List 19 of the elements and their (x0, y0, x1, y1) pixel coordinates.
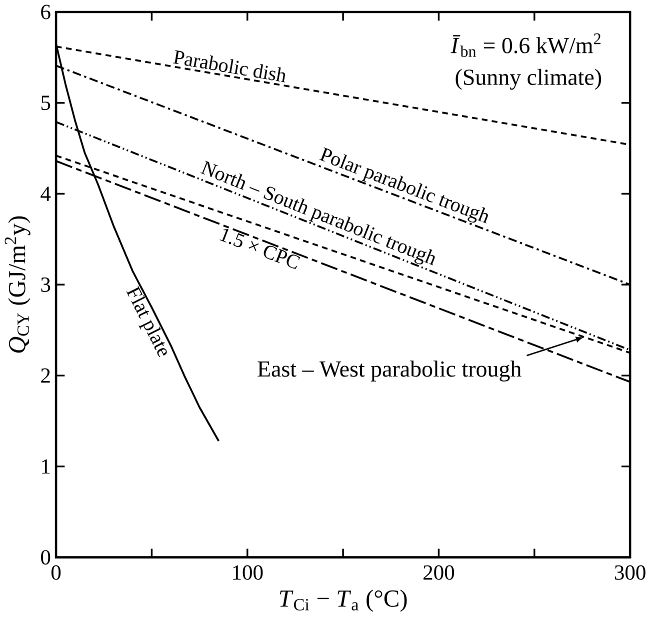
x-tick-label: 200 (424, 565, 454, 580)
x-axis-title: T$_{Ci}$ − T$_{a}$ (°C) (280, 590, 407, 612)
x-tick-label: 300 (614, 565, 646, 580)
text: Parabolic dish (173, 50, 286, 83)
annotation: (Sunny climate) (456, 69, 602, 90)
annotation: Ī$_{bn}$ = 0.6 kW/m$^{2}$ (450, 34, 600, 58)
x-tick-label: 0 (51, 565, 61, 580)
y-tick-label: 1 (42, 460, 50, 474)
y-axis-title: Q$_{CY}$ (GJ/m$^{2}$y) (4, 216, 30, 353)
y-tick-label: 3 (41, 278, 50, 292)
y-tick-label: 0 (41, 550, 50, 565)
text: 1.5 × CPC (220, 229, 300, 270)
y-tick-label: 4 (40, 186, 51, 202)
y-tick-label: 5 (41, 96, 50, 110)
y-tick-label: 6 (41, 4, 50, 20)
series-label: East – West parabolic trough (258, 360, 522, 382)
text: Flat plate (126, 286, 167, 358)
x-tick-label: 100 (233, 565, 263, 580)
y-tick-label: 2 (41, 368, 50, 383)
